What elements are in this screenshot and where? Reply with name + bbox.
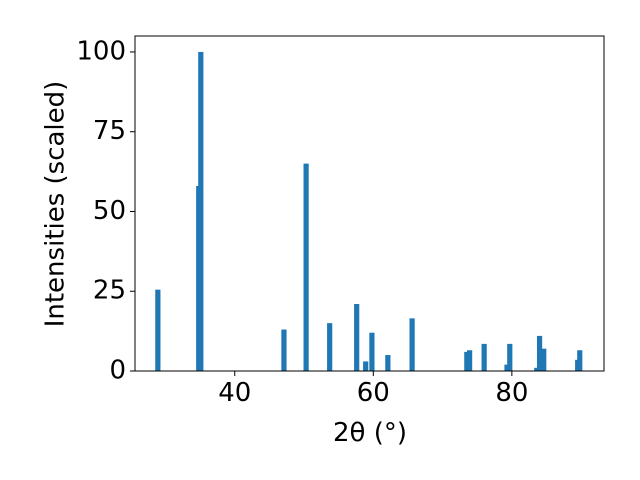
y-tick-label: 0 — [109, 356, 126, 386]
bar — [281, 329, 287, 371]
bar — [541, 348, 547, 371]
bar — [464, 351, 470, 371]
x-axis-label: 2θ (°) — [333, 418, 407, 448]
bar — [327, 323, 333, 371]
x-tick-label: 40 — [218, 378, 251, 408]
bar — [369, 332, 375, 371]
bar — [481, 343, 487, 371]
bar — [504, 364, 510, 371]
bar — [385, 355, 391, 371]
bar — [198, 51, 204, 371]
bar — [363, 361, 369, 371]
y-tick-label: 75 — [93, 116, 126, 146]
y-tick-label: 100 — [76, 36, 126, 66]
bar — [354, 304, 360, 371]
bar — [507, 343, 513, 371]
bar — [534, 367, 540, 371]
bar — [467, 350, 473, 371]
x-tick-label: 80 — [495, 378, 528, 408]
bar — [303, 163, 309, 371]
y-tick-label: 25 — [93, 276, 126, 306]
bar — [409, 318, 415, 371]
plot-frame — [134, 35, 605, 372]
y-axis-label: Intensities (scaled) — [41, 81, 71, 328]
bar — [155, 289, 161, 371]
bar — [536, 335, 543, 371]
bar — [577, 350, 583, 371]
y-tick-label: 50 — [93, 196, 126, 226]
x-tick-label: 60 — [357, 378, 390, 408]
